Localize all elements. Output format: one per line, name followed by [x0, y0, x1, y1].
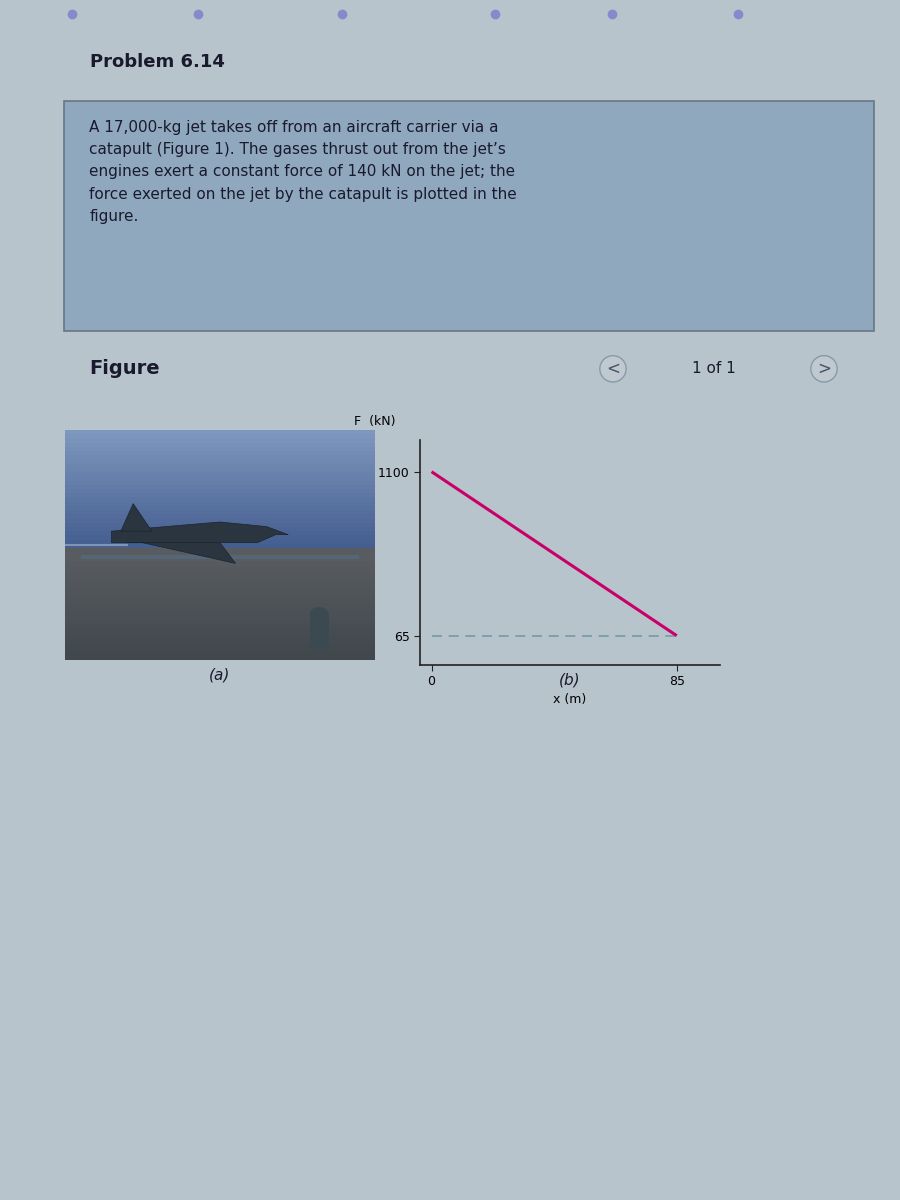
Bar: [65, 563, 375, 577]
Bar: [65, 467, 375, 476]
Bar: [65, 574, 375, 588]
Bar: [65, 484, 375, 493]
Bar: [65, 442, 375, 451]
Bar: [65, 620, 375, 634]
Bar: [310, 614, 328, 648]
Bar: [65, 553, 375, 566]
Bar: [65, 548, 375, 562]
Polygon shape: [112, 522, 288, 542]
Bar: [65, 605, 375, 619]
Bar: [65, 500, 375, 510]
Bar: [65, 584, 375, 598]
Bar: [65, 433, 375, 443]
Text: (a): (a): [210, 667, 230, 683]
Bar: [65, 558, 375, 572]
Bar: [65, 458, 375, 468]
Text: >: >: [817, 360, 831, 378]
Text: (b): (b): [559, 672, 580, 688]
Bar: [65, 509, 375, 518]
Bar: [65, 437, 375, 446]
Bar: [65, 646, 375, 660]
Bar: [65, 479, 375, 490]
Bar: [65, 641, 375, 655]
Polygon shape: [121, 504, 152, 532]
Bar: [65, 534, 375, 544]
Bar: [65, 529, 375, 540]
Bar: [65, 610, 375, 624]
Bar: [65, 454, 375, 463]
Text: Problem 6.14: Problem 6.14: [90, 53, 224, 71]
Bar: [65, 594, 375, 608]
Bar: [65, 428, 375, 438]
Text: F  (kN): F (kN): [354, 415, 395, 428]
Text: 1 of 1: 1 of 1: [692, 361, 736, 377]
Bar: [65, 526, 375, 535]
Bar: [65, 450, 375, 460]
Bar: [65, 445, 375, 455]
Circle shape: [310, 607, 328, 620]
Bar: [65, 462, 375, 472]
Bar: [65, 600, 375, 613]
X-axis label: x (m): x (m): [554, 692, 587, 706]
Bar: [65, 589, 375, 604]
Bar: [65, 636, 375, 649]
Bar: [65, 487, 375, 498]
Text: Figure: Figure: [90, 359, 160, 378]
Polygon shape: [127, 542, 236, 563]
Bar: [65, 425, 375, 434]
Bar: [65, 542, 375, 552]
Bar: [65, 517, 375, 527]
Bar: [65, 512, 375, 523]
Bar: [80, 556, 359, 559]
Bar: [65, 625, 375, 640]
Bar: [65, 578, 375, 593]
Bar: [65, 616, 375, 629]
Text: <: <: [606, 360, 620, 378]
Bar: [65, 521, 375, 532]
Bar: [65, 631, 375, 644]
Text: A 17,000-kg jet takes off from an aircraft carrier via a
catapult (Figure 1). Th: A 17,000-kg jet takes off from an aircra…: [89, 120, 517, 223]
Bar: [65, 492, 375, 502]
Bar: [65, 504, 375, 515]
FancyBboxPatch shape: [64, 101, 874, 331]
Bar: [65, 475, 375, 485]
Bar: [65, 569, 375, 582]
Bar: [65, 496, 375, 506]
Bar: [65, 546, 375, 557]
Bar: [65, 470, 375, 480]
Bar: [65, 538, 375, 548]
